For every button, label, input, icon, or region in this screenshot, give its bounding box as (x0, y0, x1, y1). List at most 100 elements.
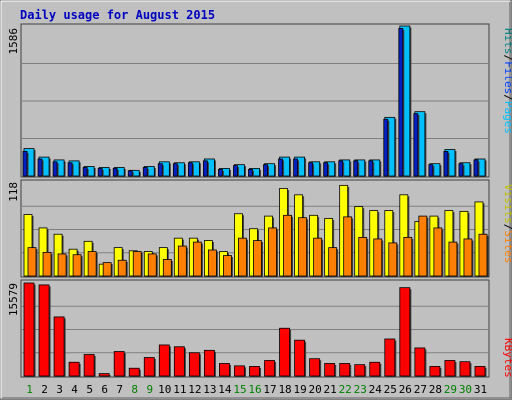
legend-separator: / (502, 224, 512, 231)
panel-1-legend: Hits/Files/Pages (502, 28, 512, 134)
bar-sites (388, 242, 398, 277)
x-tick-label: 21 (324, 383, 337, 396)
bar-files (368, 160, 374, 177)
bar-files (127, 170, 133, 177)
bar-kbytes (369, 361, 381, 377)
bar-kbytes (279, 327, 290, 377)
bar-files (278, 158, 283, 177)
bar-sites (358, 236, 368, 277)
x-tick-label: 2 (41, 383, 48, 396)
bar-files (37, 158, 43, 177)
bar-files (112, 168, 118, 177)
x-tick-label: 20 (309, 383, 322, 396)
bar-files (473, 159, 479, 177)
bar-sites (207, 249, 217, 277)
bar-sites (433, 227, 443, 277)
chart-title: Daily usage for August 2015 (20, 8, 215, 22)
bar-sites (313, 237, 323, 277)
legend-kbytes-label: KBytes (502, 338, 512, 378)
bar-kbytes (128, 367, 140, 377)
bar-kbytes (53, 316, 65, 377)
bar-files (157, 163, 163, 177)
bar-kbytes (264, 360, 275, 377)
bar-sites (343, 216, 353, 277)
bar-kbytes (354, 364, 366, 377)
bar-files (233, 165, 238, 177)
x-tick-label: 9 (146, 383, 153, 396)
legend-separator: / (502, 55, 512, 62)
bar-sites (283, 214, 292, 277)
bar-kbytes (113, 351, 125, 377)
bar-sites (132, 251, 142, 277)
x-tick-label: 14 (218, 383, 232, 396)
x-tick-label: 10 (158, 383, 171, 396)
bar-kbytes (38, 284, 50, 377)
x-tick-label: 17 (263, 383, 276, 396)
bar-files (202, 160, 208, 177)
bar-sites (298, 217, 307, 277)
bar-kbytes (294, 339, 306, 377)
bar-files (142, 167, 148, 177)
bar-sites (328, 247, 338, 277)
bar-kbytes (158, 344, 170, 377)
x-tick-label: 30 (459, 383, 472, 396)
x-tick-label: 8 (131, 383, 138, 396)
bar-sites (192, 241, 202, 277)
bar-kbytes (143, 357, 155, 377)
bar-files (323, 162, 329, 177)
bar-kbytes (219, 363, 230, 377)
bar-files (443, 151, 449, 177)
x-tick-label: 25 (384, 383, 397, 396)
bar-sites (418, 215, 428, 277)
legend-pages-label: Pages (502, 101, 512, 134)
legend-separator: / (502, 94, 512, 101)
bar-sites (72, 254, 82, 277)
bar-files (187, 162, 193, 177)
bar-kbytes (384, 338, 396, 377)
panel-2-legend: Visits/Sites (502, 184, 512, 264)
bar-files (172, 163, 178, 177)
x-tick-label: 5 (86, 383, 93, 396)
bar-sites (147, 253, 157, 277)
x-tick-label: 11 (173, 383, 186, 396)
bar-kbytes (339, 363, 351, 377)
bar-files (383, 118, 389, 177)
bar-sites (448, 241, 458, 277)
bar-kbytes (429, 366, 441, 377)
chart-marks: 1 2 3 4 5 6 7 8 9 10 11 12 13 14 15 16 17 18 19 20 21 22 23 24 2… (22, 25, 489, 396)
legend-sites-label: Sites (502, 230, 512, 263)
bar-sites (403, 236, 413, 277)
bar-files (428, 164, 434, 177)
x-tick-label: 4 (71, 383, 78, 396)
legend-files-label: Files (502, 61, 512, 94)
bar-sites (373, 238, 383, 277)
bar-files (248, 168, 253, 177)
bar-kbytes (83, 354, 95, 377)
bar-files (398, 28, 404, 177)
bar-sites (463, 238, 473, 277)
bar-kbytes (444, 360, 456, 377)
bar-files (97, 168, 103, 177)
bar-sites (177, 245, 187, 277)
bar-kbytes (309, 358, 321, 377)
bar-sites (117, 259, 127, 277)
x-tick-label: 27 (414, 383, 427, 396)
bar-kbytes (234, 365, 245, 377)
bar-files (218, 168, 223, 177)
bar-sites (162, 259, 172, 277)
x-tick-label: 13 (203, 383, 216, 396)
bar-kbytes (188, 352, 200, 377)
bar-files (353, 160, 359, 177)
panel-2-max-label: 118 (7, 182, 20, 202)
bar-files (263, 164, 268, 177)
x-tick-label: 24 (369, 383, 383, 396)
x-tick-label: 3 (56, 383, 63, 396)
panel-3-max-label: 15579 (7, 283, 20, 316)
x-tick-label: 26 (399, 383, 412, 396)
x-tick-label: 16 (248, 383, 261, 396)
x-tick-label: 29 (444, 383, 457, 396)
bar-sites (27, 247, 37, 277)
bar-kbytes (173, 346, 185, 377)
bar-sites (42, 251, 52, 277)
